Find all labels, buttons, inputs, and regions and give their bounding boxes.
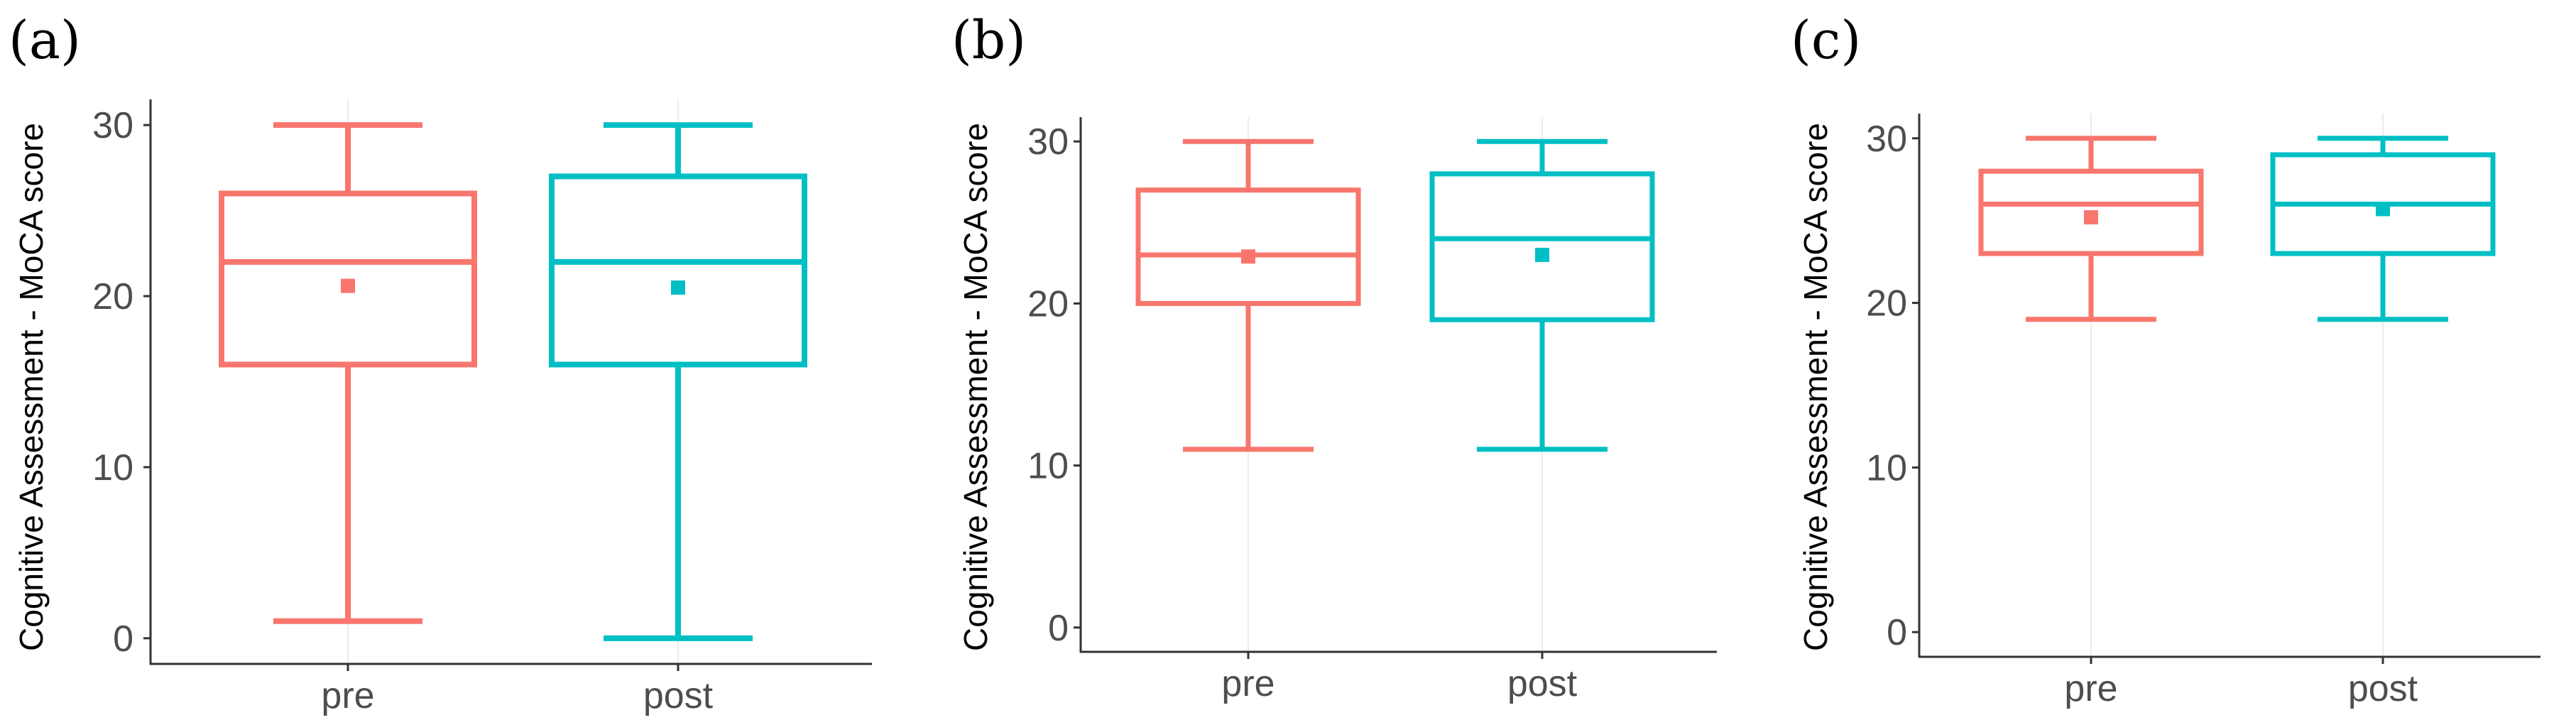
y-tick-label: 20	[92, 276, 133, 317]
y-tick-label: 20	[1866, 283, 1907, 324]
y-tick-label: 0	[113, 618, 133, 660]
mean-marker	[671, 280, 685, 295]
box-pre	[219, 122, 477, 624]
box-post	[2270, 136, 2496, 322]
y-axis-title: Cognitive Assessment - MoCA score	[957, 123, 994, 651]
y-tick-label: 30	[92, 105, 133, 146]
x-tick-label: pre	[321, 675, 374, 716]
y-tick-label: 0	[1048, 608, 1069, 649]
iqr-box	[1135, 187, 1361, 306]
mean-marker	[1241, 249, 1255, 264]
y-axis-title: Cognitive Assessment - MoCA score	[1797, 123, 1834, 651]
y-tick-label: 10	[1866, 447, 1907, 489]
mean-marker	[1535, 247, 1549, 262]
panel-b: (b) 0 10 20 30 pre post Cognitive Assessment - …	[951, 10, 1717, 704]
x-tick-label: pre	[1221, 663, 1275, 704]
iqr-box	[549, 173, 807, 368]
panel-label: (c)	[1791, 10, 1861, 71]
panel-label: (a)	[9, 10, 81, 71]
y-axis-title: Cognitive Assessment - MoCA score	[13, 123, 50, 651]
mean-marker	[2376, 202, 2390, 217]
x-tick-label: post	[2348, 668, 2418, 709]
y-tick-label: 30	[1027, 121, 1069, 163]
panel-label: (b)	[951, 10, 1026, 71]
y-tick-label: 10	[92, 447, 133, 489]
x-tick-label: post	[1507, 663, 1578, 704]
mean-marker	[341, 278, 355, 293]
x-tick-label: pre	[2064, 668, 2117, 709]
x-tick-label: post	[643, 675, 714, 716]
mean-marker	[2084, 210, 2098, 225]
y-tick-label: 20	[1027, 283, 1069, 324]
panel-c: (c) 0 10 20 30 pre post Cognitive Assessment - …	[1791, 10, 2540, 709]
iqr-box	[1429, 171, 1655, 322]
box-post	[1429, 138, 1655, 452]
y-tick-label: 0	[1887, 612, 1907, 653]
panel-a: (a) 0 10 20 30 pre post Cognitive Assessment - …	[9, 10, 872, 716]
y-tick-label: 10	[1027, 446, 1069, 487]
y-tick-label: 30	[1866, 119, 1907, 160]
box-post	[549, 122, 807, 641]
box-pre	[1978, 136, 2204, 322]
box-pre	[1135, 138, 1361, 452]
